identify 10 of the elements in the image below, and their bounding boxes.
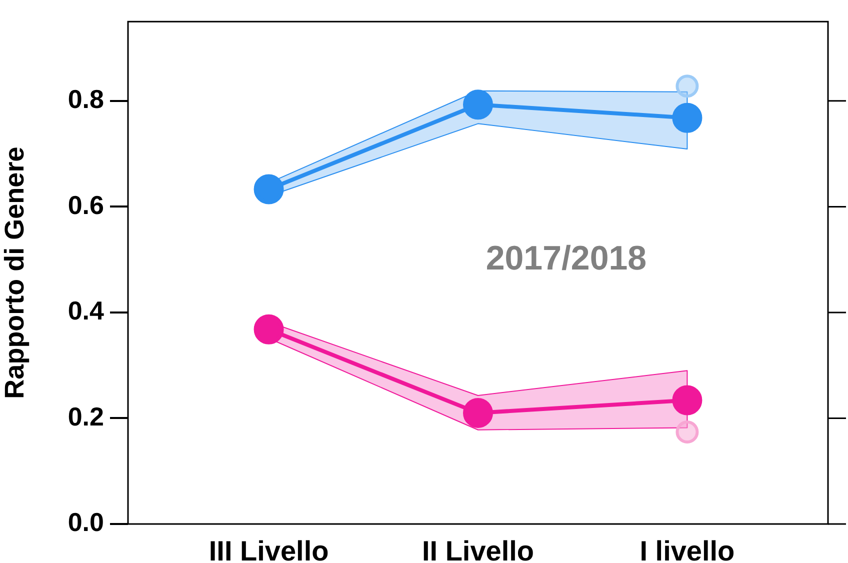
- x-tick-label: I livello: [640, 536, 735, 563]
- y-axis-title: Rapporto di Genere: [0, 146, 30, 399]
- annotation: 2017/2018: [486, 240, 647, 278]
- y-tick-label: 0.2: [68, 401, 104, 432]
- y-tick-label: 0.6: [68, 190, 104, 220]
- y-tick-label: 0.4: [68, 296, 105, 326]
- y-tick-label: 0.8: [68, 84, 104, 114]
- x-tick-label: II Livello: [422, 536, 534, 563]
- x-tick-label: III Livello: [208, 536, 329, 563]
- y-tick-label: 0.0: [68, 507, 104, 538]
